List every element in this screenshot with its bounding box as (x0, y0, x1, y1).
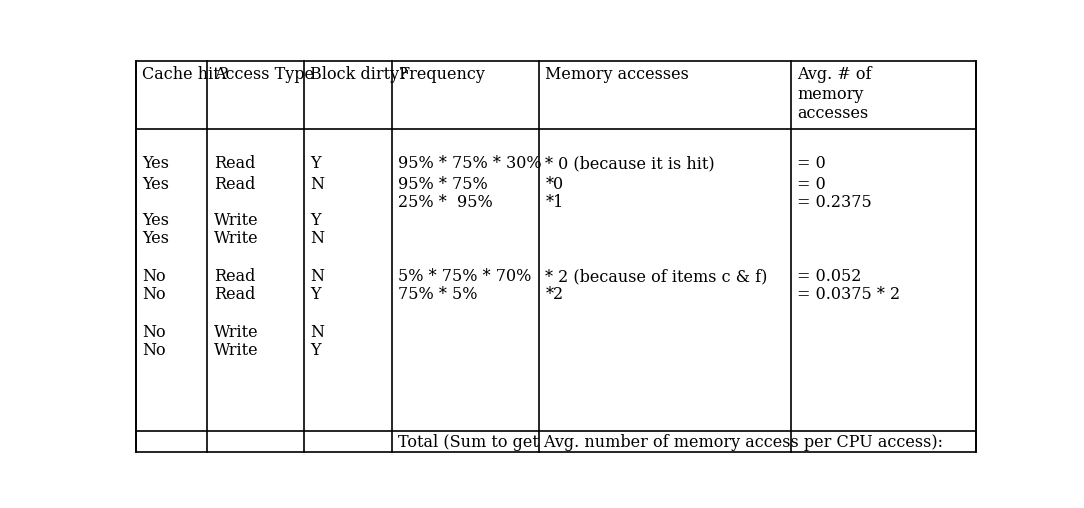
Text: = 0: = 0 (798, 155, 826, 172)
Text: Write: Write (214, 212, 258, 229)
Text: Y: Y (310, 286, 321, 303)
Text: *2: *2 (545, 286, 564, 303)
Text: N: N (310, 176, 324, 193)
Text: 25% *  95%: 25% * 95% (399, 194, 493, 211)
Text: Read: Read (214, 155, 255, 172)
Text: Frequency: Frequency (399, 66, 486, 83)
Text: Memory accesses: Memory accesses (545, 66, 689, 83)
Text: Read: Read (214, 176, 255, 193)
Text: Yes: Yes (142, 176, 169, 193)
Text: Read: Read (214, 268, 255, 285)
Text: Write: Write (214, 342, 258, 359)
Text: No: No (142, 324, 166, 341)
Text: N: N (310, 230, 324, 247)
Text: 95% * 75%: 95% * 75% (399, 176, 488, 193)
Text: N: N (310, 324, 324, 341)
Text: Avg. # of
memory
accesses: Avg. # of memory accesses (798, 66, 872, 122)
Text: * 0 (because it is hit): * 0 (because it is hit) (545, 155, 715, 172)
Text: N: N (310, 268, 324, 285)
Text: No: No (142, 286, 166, 303)
Text: Y: Y (310, 155, 321, 172)
Text: No: No (142, 342, 166, 359)
Text: Total (Sum to get Avg. number of memory access per CPU access):: Total (Sum to get Avg. number of memory … (399, 434, 943, 451)
Text: Yes: Yes (142, 230, 169, 247)
Text: = 0: = 0 (798, 176, 826, 193)
Text: *1: *1 (545, 194, 564, 211)
Text: Block dirty?: Block dirty? (310, 66, 408, 83)
Text: Y: Y (310, 342, 321, 359)
Text: *0: *0 (545, 176, 564, 193)
Text: Y: Y (310, 212, 321, 229)
Text: No: No (142, 268, 166, 285)
Text: 75% * 5%: 75% * 5% (399, 286, 478, 303)
Text: * 2 (because of items c & f): * 2 (because of items c & f) (545, 268, 767, 285)
Text: 5% * 75% * 70%: 5% * 75% * 70% (399, 268, 532, 285)
Text: = 0.052: = 0.052 (798, 268, 862, 285)
Text: Write: Write (214, 324, 258, 341)
Text: Yes: Yes (142, 155, 169, 172)
Text: 95% * 75% * 30%: 95% * 75% * 30% (399, 155, 542, 172)
Text: Read: Read (214, 286, 255, 303)
Text: = 0.0375 * 2: = 0.0375 * 2 (798, 286, 901, 303)
Text: Yes: Yes (142, 212, 169, 229)
Text: Write: Write (214, 230, 258, 247)
Text: = 0.2375: = 0.2375 (798, 194, 873, 211)
Text: Cache hit?: Cache hit? (142, 66, 229, 83)
Text: Access Type: Access Type (214, 66, 313, 83)
